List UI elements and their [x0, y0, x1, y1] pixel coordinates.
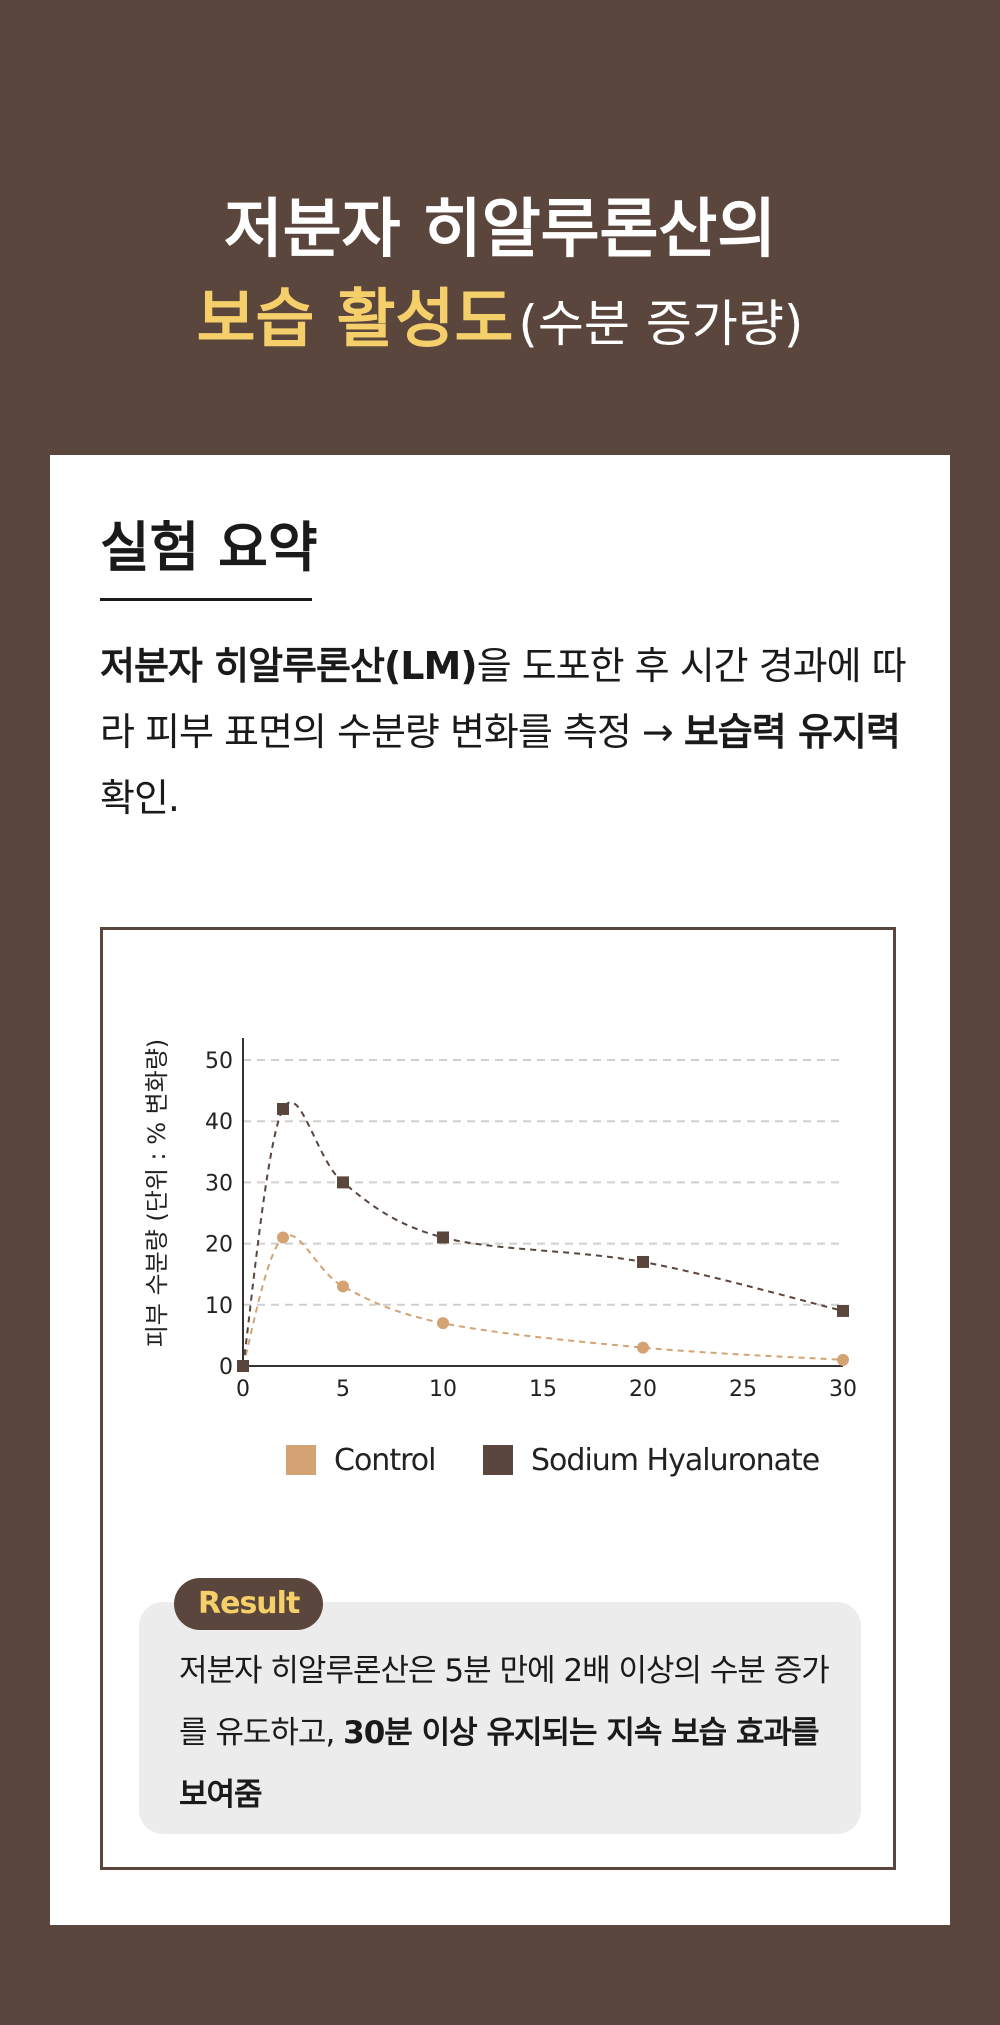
data-point-control [637, 1341, 649, 1354]
result-badge: Result [174, 1578, 324, 1630]
data-point-sodium-hyaluronate [337, 1176, 349, 1189]
summary-text: 저분자 히알루론산(LM)을 도포한 후 시간 경과에 따라 피부 표면의 수분… [100, 633, 920, 831]
result-panel [139, 1602, 861, 1834]
legend-swatch-sodium-hyaluronate [483, 1445, 513, 1475]
section-title-underline [100, 598, 312, 601]
chart-legend: Control Sodium Hyaluronate [103, 1440, 893, 1480]
x-tick-label: 15 [529, 1377, 557, 1402]
summary-bold-1: 저분자 히알루론산(LM) [100, 644, 478, 688]
legend-item-control: Control [286, 1440, 436, 1480]
x-tick-label: 0 [236, 1377, 250, 1402]
data-point-control [277, 1231, 289, 1244]
data-point-control [437, 1317, 449, 1330]
y-axis-title: 피부 수분량 (단위 : % 변화량) [143, 1039, 171, 1348]
x-tick-label: 25 [729, 1377, 757, 1402]
data-point-sodium-hyaluronate [237, 1360, 249, 1372]
x-tick-label: 30 [829, 1377, 857, 1402]
series-line-1 [242, 1101, 844, 1367]
header: 저분자 히알루론산의 보습 활성도 (수분 증가량) [0, 0, 1000, 455]
data-point-control [837, 1353, 849, 1366]
x-tick-label: 5 [336, 1377, 350, 1402]
chart-box: 0 10 20 30 40 50 0 5 10 15 20 25 30 피부 수분량 (단위 : % 변화… [100, 927, 896, 1870]
legend-label-control: Control [334, 1442, 436, 1478]
section-title: 실험 요약 [100, 516, 318, 579]
y-tick-label: 10 [205, 1294, 233, 1319]
page-title-line2: 보습 활성도 (수분 증가량) [0, 280, 1000, 376]
x-tick-label: 10 [429, 1377, 457, 1402]
y-tick-label: 0 [219, 1355, 233, 1380]
page-title-highlight: 보습 활성도 [196, 283, 514, 357]
data-point-sodium-hyaluronate [437, 1231, 449, 1244]
y-tick-label: 30 [205, 1171, 233, 1196]
summary-bold-2: 보습력 유지력 [683, 710, 901, 754]
data-point-sodium-hyaluronate [637, 1255, 649, 1268]
summary-normal-1: 을 도포한 후 시간 경과에 따라 피부 표면의 수분량 변화를 측정 → [100, 644, 907, 754]
series-line-0 [242, 1234, 844, 1367]
page-title-line1: 저분자 히알루론산의 [223, 193, 777, 267]
result-text: 저분자 히알루론산은 5분 만에 2배 이상의 수분 증가를 유도하고, 30분… [179, 1640, 830, 1826]
legend-swatch-control [286, 1445, 316, 1475]
result-text-bold: 30분 이상 유지되는 지속 보습 효과를 보여줌 [179, 1715, 820, 1813]
y-tick-label: 40 [205, 1110, 233, 1135]
y-tick-label: 50 [205, 1049, 233, 1074]
data-point-sodium-hyaluronate [837, 1304, 849, 1317]
line-chart: 0 10 20 30 40 50 0 5 10 15 20 25 30 피부 수분량 (단위 : % 변화… [143, 1038, 857, 1402]
y-tick-label: 20 [205, 1233, 233, 1258]
data-point-control [337, 1280, 349, 1293]
summary-normal-2: 확인. [100, 776, 180, 820]
result-text-normal: 저분자 히알루론산은 5분 만에 2배 이상의 수분 증가를 유도하고, [179, 1653, 830, 1751]
x-tick-label: 20 [629, 1377, 657, 1402]
data-point-sodium-hyaluronate [277, 1102, 289, 1115]
content-card: 실험 요약 저분자 히알루론산(LM)을 도포한 후 시간 경과에 따라 피부 … [50, 455, 950, 1925]
legend-label-sodium-hyaluronate: Sodium Hyaluronate [531, 1442, 820, 1478]
page-title-sub: (수분 증가량) [518, 295, 804, 353]
legend-item-sodium-hyaluronate: Sodium Hyaluronate [483, 1440, 820, 1480]
